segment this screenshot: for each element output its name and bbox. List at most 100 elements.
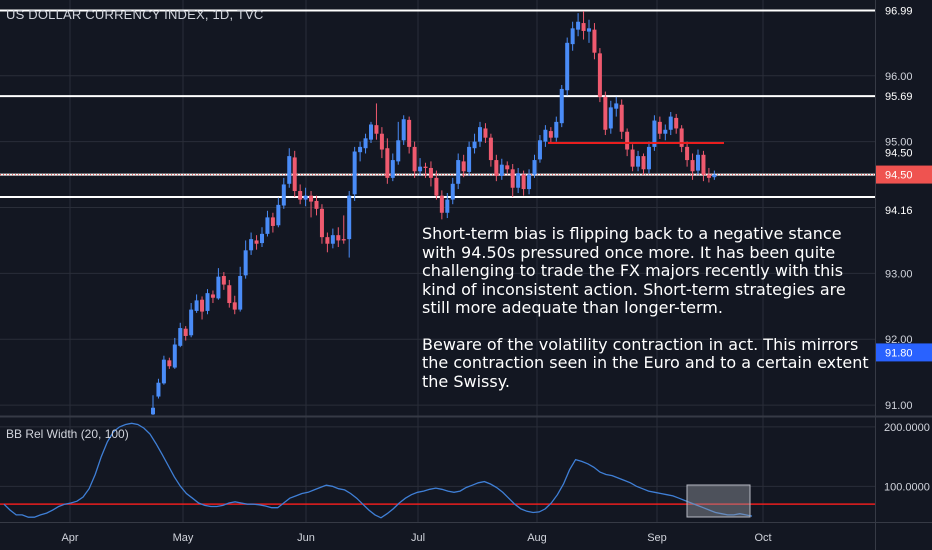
candle-body: [478, 127, 482, 142]
candle-body: [614, 103, 619, 109]
candle-body: [679, 128, 684, 147]
candle-body: [646, 146, 651, 170]
candle-body: [341, 239, 346, 241]
candle-body: [510, 169, 515, 188]
price-tick-label: 95.00: [885, 137, 913, 149]
candle-body: [390, 160, 395, 178]
candle-body: [428, 167, 433, 178]
candle-body: [445, 199, 450, 213]
candle-body: [167, 360, 172, 367]
candle-body: [314, 200, 319, 209]
time-tick-label: Jun: [297, 532, 315, 544]
price-tick-label: 92.00: [885, 334, 913, 346]
indicator-tick-label: 100.0000: [884, 481, 930, 493]
candle-body: [156, 382, 161, 397]
candle-body: [592, 29, 597, 53]
candle-body: [254, 240, 259, 244]
time-tick-label: Oct: [754, 532, 771, 544]
candle-body: [663, 129, 668, 134]
candle-body: [521, 174, 526, 190]
price-badge: [876, 165, 932, 184]
price-badge-label: 94.50: [885, 170, 913, 182]
candle-body: [537, 140, 542, 160]
candle-body: [505, 165, 510, 170]
candle-body: [369, 124, 373, 140]
candle-body: [243, 250, 248, 276]
candle-body: [619, 104, 624, 132]
annotation-paragraph-2: Beware of the volatility contraction in …: [422, 334, 869, 391]
candle-body: [303, 195, 308, 200]
candle-body: [194, 300, 199, 311]
candle-body: [298, 191, 303, 200]
price-tick-label: 91.00: [885, 400, 913, 412]
candle-body: [358, 146, 363, 153]
candle-body: [238, 276, 243, 310]
candle-body: [352, 151, 357, 195]
time-tick-label: Jul: [411, 532, 425, 544]
candle-body: [396, 140, 401, 162]
time-tick-label: Aug: [527, 532, 547, 544]
candle-body: [309, 195, 314, 202]
candle-body: [330, 235, 335, 244]
level-label: 95.69: [885, 91, 913, 103]
candle-body: [205, 293, 210, 311]
candle-body: [200, 299, 205, 312]
candle-body: [483, 128, 488, 138]
candle-body: [281, 184, 286, 206]
level-label: 94.50: [885, 148, 913, 160]
candle-body: [499, 164, 504, 176]
candle-body: [227, 285, 232, 304]
candle-body: [674, 117, 679, 129]
candle-body: [668, 116, 673, 130]
indicator-title: BB Rel Width (20, 100): [6, 427, 129, 441]
candle-body: [516, 173, 521, 188]
volatility-highlight-box: [686, 484, 751, 518]
candle-body: [260, 233, 264, 244]
candle-body: [685, 146, 690, 161]
price-badge-label: 91.80: [885, 347, 913, 359]
analysis-annotation: Short-term bias is flipping back to a ne…: [422, 224, 872, 391]
candle-body: [319, 208, 324, 238]
candle-body: [706, 174, 711, 178]
time-tick-label: May: [173, 532, 194, 544]
candle-body: [189, 309, 194, 336]
candle-body: [701, 154, 706, 175]
level-label: 94.16: [885, 205, 913, 217]
symbol-title: US DOLLAR CURRENCY INDEX, 1D, TVC: [6, 7, 264, 22]
candle-body: [630, 149, 635, 167]
candle-body: [450, 183, 455, 200]
candle-body: [565, 42, 570, 91]
price-badge: [876, 343, 932, 362]
candle-body: [221, 276, 226, 285]
candle-body: [581, 23, 586, 31]
candle-body: [636, 156, 641, 167]
candle-body: [527, 174, 532, 190]
candle-body: [363, 138, 368, 149]
candle-body: [690, 160, 695, 172]
candle-body: [287, 156, 292, 184]
candle-body: [467, 146, 472, 172]
level-label: 96.99: [885, 6, 913, 18]
candle-body: [434, 177, 439, 196]
candle-body: [172, 344, 177, 368]
candle-body: [608, 107, 613, 129]
candle-body: [210, 294, 215, 298]
candle-body: [412, 146, 417, 172]
candle-body: [178, 328, 183, 346]
candle-body: [570, 28, 575, 45]
candle-body: [461, 161, 466, 172]
candle-body: [472, 141, 477, 149]
time-tick-label: Sep: [647, 532, 667, 544]
price-tick-label: 93.00: [885, 268, 913, 280]
candle-body: [559, 88, 564, 124]
candle-body: [576, 21, 581, 30]
candle-body: [625, 131, 630, 150]
candle-body: [532, 160, 537, 175]
candle-body: [249, 239, 254, 251]
indicator-tick-label: 200.0000: [884, 422, 930, 434]
candle-body: [151, 407, 155, 415]
candle-body: [641, 156, 646, 170]
candle-body: [292, 157, 297, 192]
candle-body: [712, 174, 717, 178]
